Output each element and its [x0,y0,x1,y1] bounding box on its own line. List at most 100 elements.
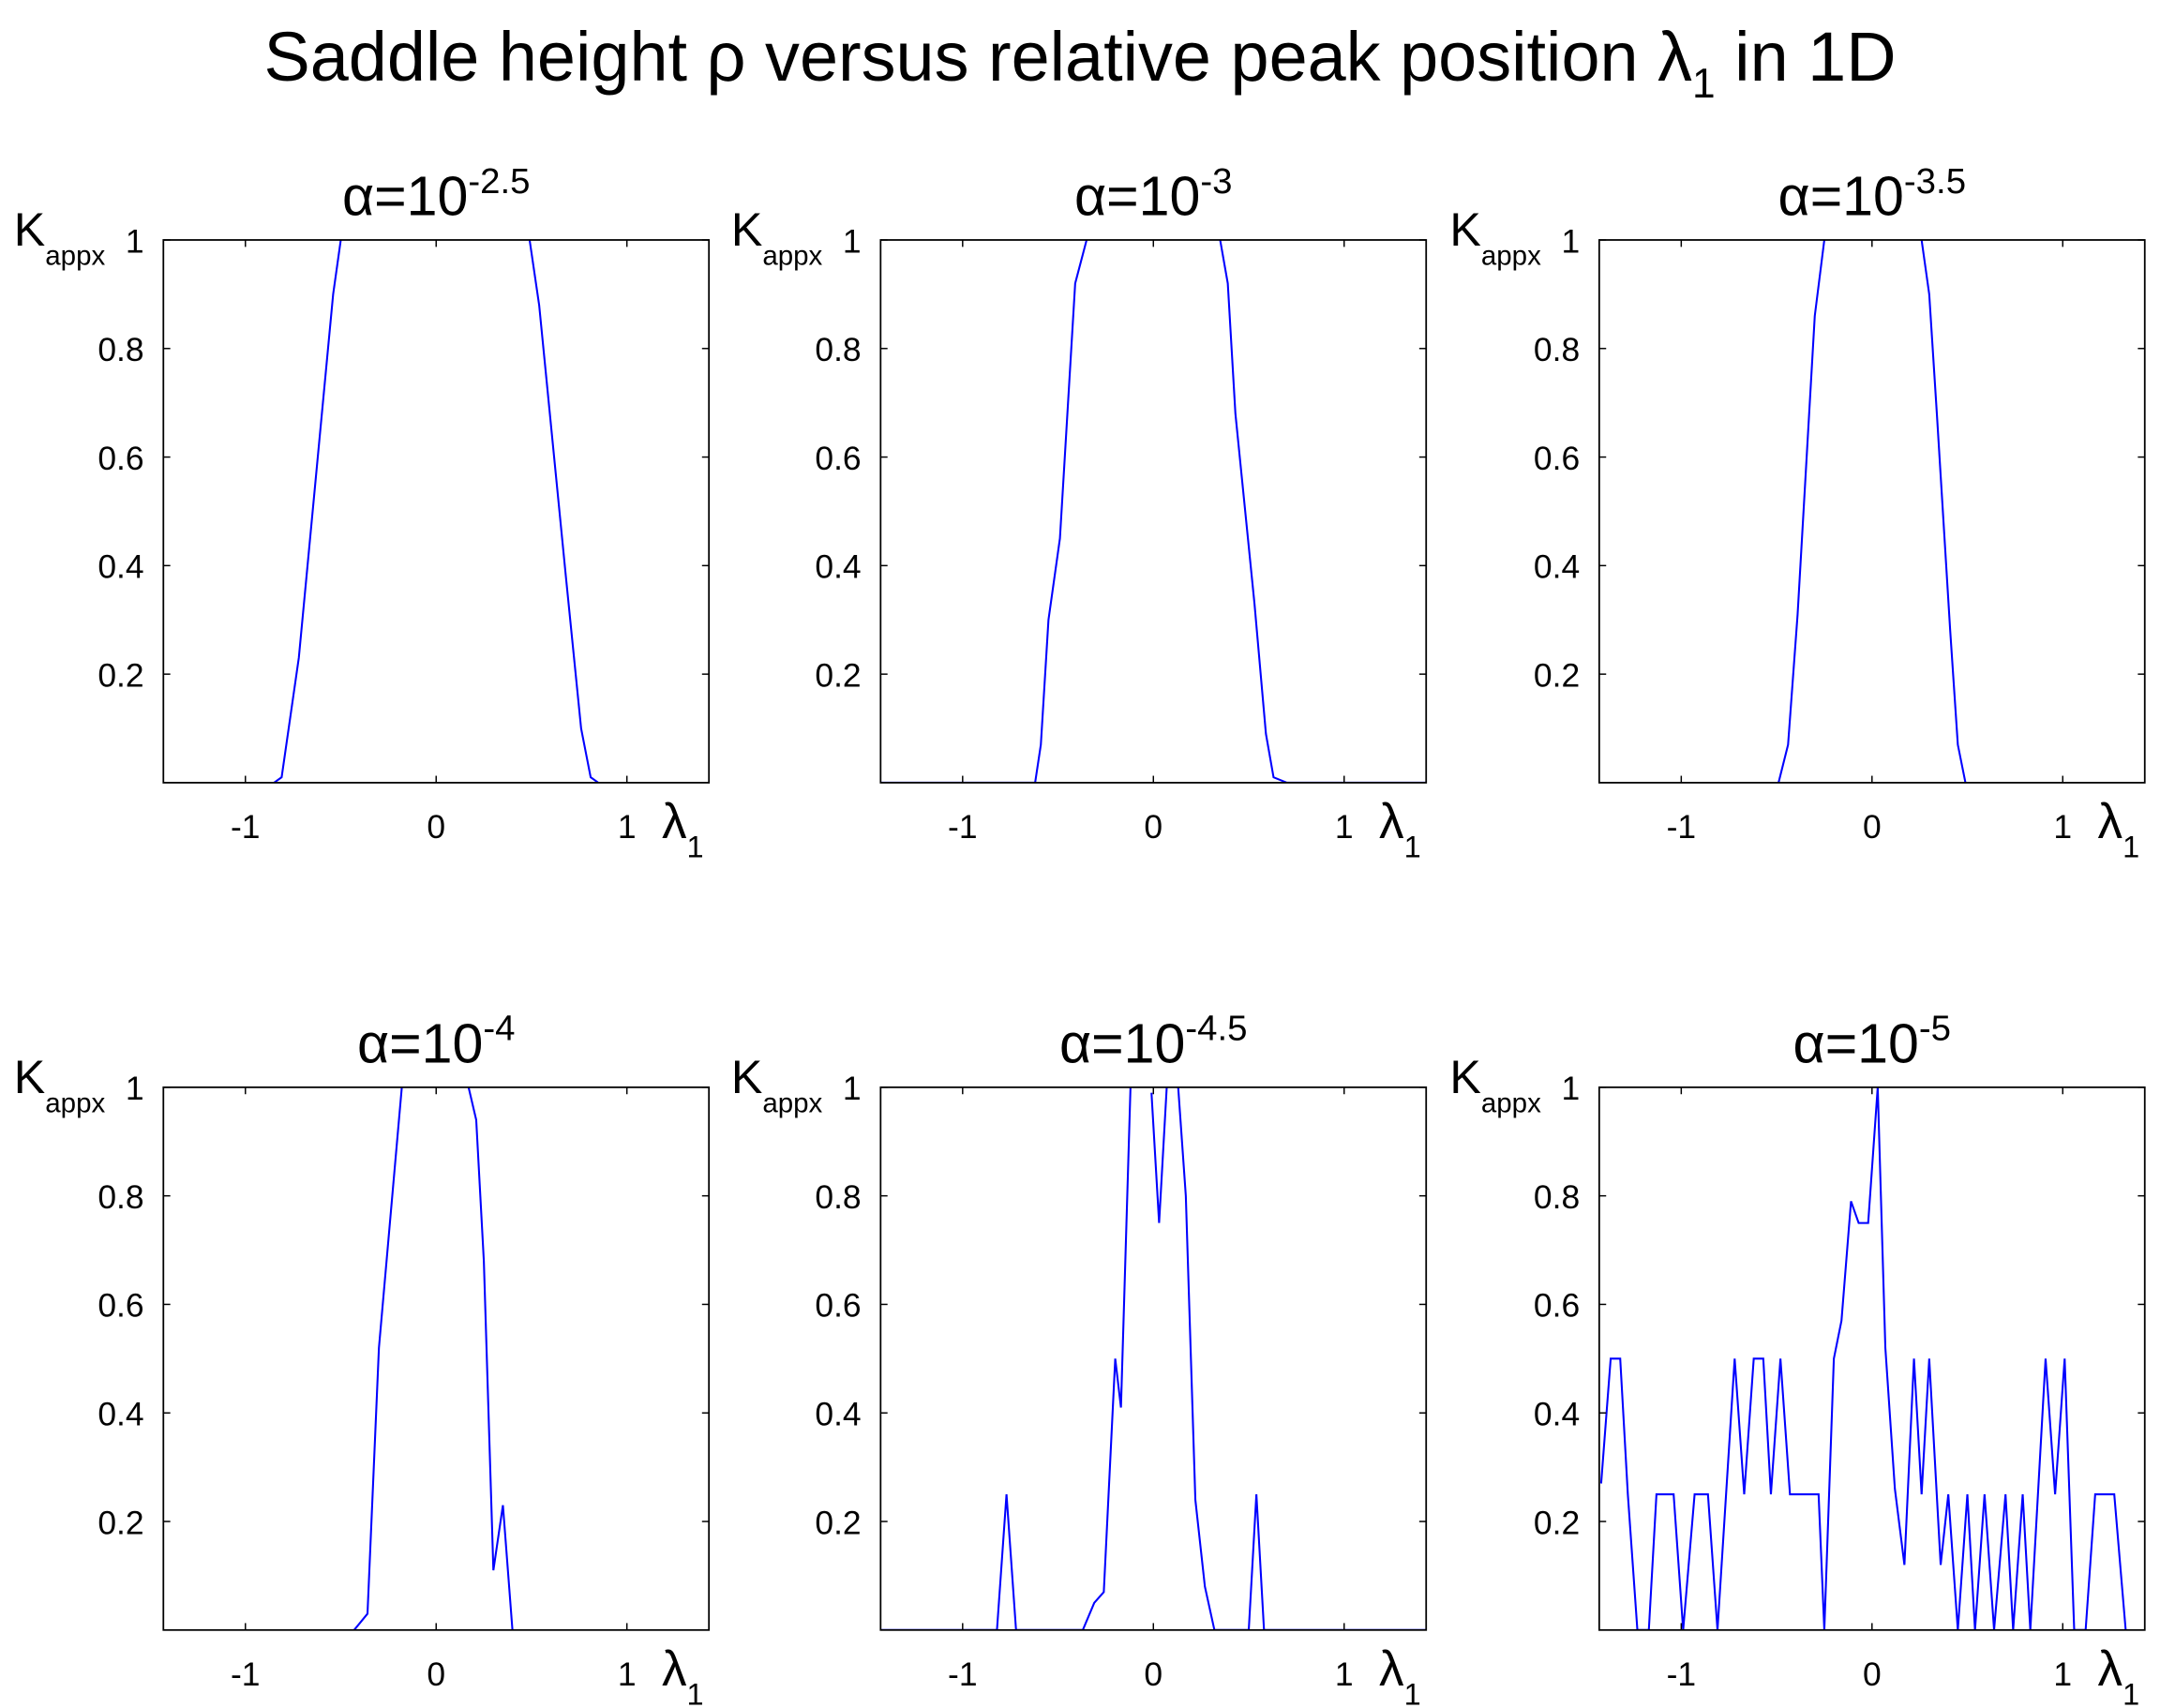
y-label-base: K [14,203,45,256]
x-tick-label: 1 [618,1656,637,1693]
x-tick-label: 1 [1335,1656,1354,1693]
subplot-title: α=10-3.5 [1778,161,1967,228]
y-tick-label: 1 [1561,1070,1580,1107]
x-label-base: λ [2098,794,2123,849]
x-tick-label: -1 [231,1656,261,1693]
y-tick-label: 0.2 [98,656,143,694]
axes-box [1598,239,2146,784]
y-label-subscript: appx [45,241,105,272]
y-tick-label: 1 [843,222,862,260]
x-tick-label: -1 [1667,1656,1697,1693]
subplot-title-base: α=10 [1074,165,1200,227]
x-axis-label: λ1 [2098,794,2140,864]
y-tick-label: 0.4 [98,1396,143,1433]
x-tick-label: 0 [427,1656,445,1693]
y-tick-label: 0.6 [1534,1287,1580,1325]
y-tick-label: 1 [1561,222,1580,260]
subplot-title-exponent: -3 [1200,161,1232,202]
subplot-title: α=10-5 [1793,1009,1951,1075]
subplot-title: α=10-3 [1074,161,1232,228]
y-axis-label: Kappx [731,203,823,272]
y-label-base: K [1449,203,1480,256]
y-tick-label: 1 [126,1070,144,1107]
x-tick-label: 1 [618,808,637,846]
x-tick-label: 0 [1863,1656,1882,1693]
x-label-subscript: 1 [1404,1678,1421,1708]
y-axis-label: Kappx [14,1051,106,1119]
x-tick-label: -1 [231,808,261,846]
subplot-title: α=10-4.5 [1059,1009,1248,1075]
x-axis-label: λ1 [2098,1641,2140,1708]
x-label-base: λ [1379,794,1404,849]
x-tick-label: 0 [1144,1656,1162,1693]
y-tick-label: 0.2 [815,1504,861,1541]
y-label-base: K [14,1051,45,1103]
x-label-base: λ [2098,1641,2123,1697]
x-label-base: λ [1379,1641,1404,1697]
subplot-title-base: α=10 [1059,1012,1185,1074]
x-label-base: λ [662,1641,687,1697]
x-label-base: λ [662,794,687,849]
y-tick-label: 0.6 [815,440,861,477]
x-tick-label: 1 [2053,1656,2072,1693]
subplot-title: α=10-2.5 [342,161,531,228]
axes-box [162,1086,711,1631]
data-line [352,1086,514,1630]
x-axis-label: λ1 [1379,794,1421,864]
y-label-base: K [1449,1051,1480,1103]
y-tick-label: 0.8 [815,1178,861,1216]
y-tick-label: 0.8 [98,1178,143,1216]
subplot-title-exponent: -3.5 [1904,161,1966,202]
subplot-title-exponent: -5 [1919,1009,1951,1049]
y-tick-label: 0.2 [98,1504,143,1541]
y-label-base: K [731,203,763,256]
axes-box [879,1086,1428,1631]
subplot-title: α=10-4 [357,1009,515,1075]
x-axis-label: λ1 [1379,1641,1421,1708]
y-tick-label: 0.2 [1534,1504,1580,1541]
subplot-title-base: α=10 [1793,1012,1919,1074]
x-label-subscript: 1 [687,1678,704,1708]
x-axis-label: λ1 [662,1641,704,1708]
x-tick-label: 0 [427,808,445,846]
x-tick-label: 0 [1863,808,1882,846]
y-tick-label: 0.2 [815,656,861,694]
title-suffix: in 1D [1716,18,1897,96]
y-label-base: K [731,1051,763,1103]
data-line [880,239,1427,783]
y-tick-label: 0.8 [1534,1178,1580,1216]
y-label-subscript: appx [762,241,822,272]
y-tick-label: 0.2 [1534,656,1580,694]
subplot-title-exponent: -2.5 [468,161,530,202]
y-tick-label: 0.8 [815,331,861,368]
x-tick-label: -1 [1667,808,1697,846]
y-tick-label: 0.4 [815,548,861,586]
x-tick-label: 0 [1144,808,1162,846]
y-tick-label: 1 [126,222,144,260]
figure-title: Saddle height ρ versus relative peak pos… [263,18,1896,107]
y-tick-label: 0.8 [98,331,143,368]
y-tick-label: 0.6 [1534,440,1580,477]
y-axis-label: Kappx [1449,1051,1541,1119]
axes-box [162,239,711,784]
x-label-subscript: 1 [1404,831,1421,864]
y-tick-label: 0.6 [98,440,143,477]
x-label-subscript: 1 [2122,831,2139,864]
subplot-title-base: α=10 [1778,165,1904,227]
y-tick-label: 0.8 [1534,331,1580,368]
data-line [1778,239,1967,783]
data-line [273,239,599,783]
y-label-subscript: appx [45,1087,105,1118]
x-tick-label: 1 [2053,808,2072,846]
data-line [880,1086,1427,1630]
x-tick-label: 1 [1335,808,1354,846]
y-tick-label: 0.6 [98,1287,143,1325]
x-label-subscript: 1 [687,831,704,864]
subplot-title-base: α=10 [357,1012,483,1074]
x-tick-label: -1 [948,1656,978,1693]
